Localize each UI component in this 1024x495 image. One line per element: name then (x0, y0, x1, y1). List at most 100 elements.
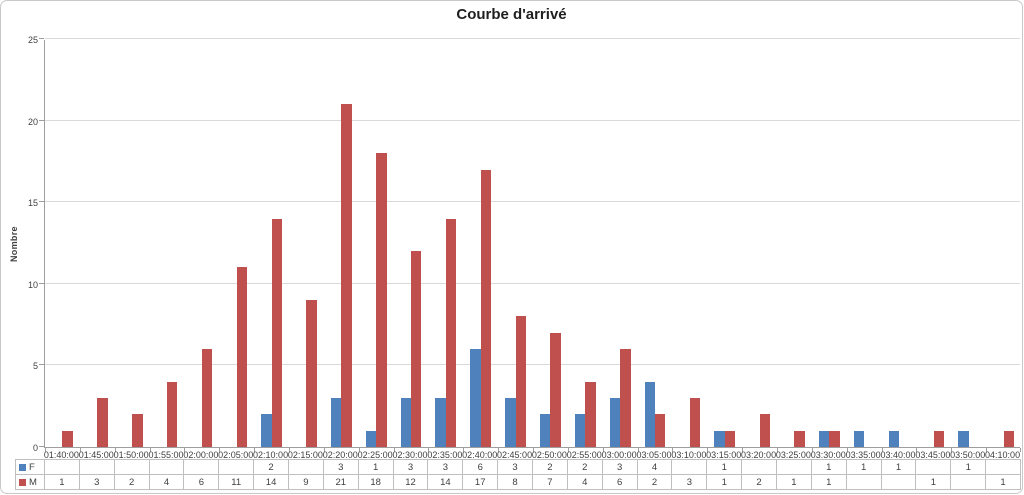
gridline (45, 282, 1020, 284)
table-cell-M-03:15:00: 1 (707, 475, 743, 490)
table-cell-F-03:40:00: 1 (881, 460, 917, 475)
x-tick-label: 02:10:00 (253, 450, 289, 460)
bar-M-02:15:00 (306, 300, 317, 447)
table-cell-F-03:35:00: 1 (846, 460, 882, 475)
bar-M-03:05:00 (655, 414, 666, 447)
x-tick-mark (567, 448, 569, 452)
y-tick-mark (39, 201, 44, 203)
x-tick-label: 03:50:00 (950, 450, 986, 460)
bar-M-04:10:00 (1003, 430, 1015, 447)
y-axis-tick-labels: 0 5 10 15 20 25 (1, 35, 38, 453)
table-cell-F-04:10:00 (986, 460, 1021, 475)
bar-M-03:45:00 (933, 430, 945, 447)
bar-M-01:55:00 (167, 381, 178, 447)
y-tick-mark (39, 364, 44, 366)
bar-F-02:45:00 (505, 398, 516, 447)
table-cell-F-02:45:00: 3 (498, 460, 533, 475)
x-tick-label: 03:25:00 (775, 450, 811, 460)
bar-F-02:10:00 (261, 414, 272, 447)
chart-title: Courbe d'arrivé (456, 6, 567, 23)
x-tick-mark (951, 448, 953, 452)
legend-key-F: F (16, 460, 45, 475)
x-tick-mark (289, 448, 290, 452)
table-cell-M-01:50:00: 2 (114, 475, 150, 490)
x-tick-mark (358, 448, 360, 452)
x-tick-mark (45, 448, 46, 452)
table-cell-F-02:50:00: 2 (533, 460, 568, 475)
table-cell-F-03:10:00 (672, 460, 708, 475)
y-tick-label: 0 (32, 443, 38, 453)
x-tick-label: 02:15:00 (287, 450, 323, 460)
x-tick-mark (463, 448, 465, 452)
y-tick-label: 10 (27, 279, 38, 290)
y-tick-mark (39, 282, 44, 284)
x-tick-mark (533, 448, 534, 452)
table-cell-M-03:35:00 (846, 475, 882, 490)
x-tick-label: 02:35:00 (427, 450, 463, 460)
legend-key-M: M (16, 475, 45, 490)
x-tick-mark (79, 448, 81, 452)
gridline (45, 119, 1020, 121)
table-cell-M-02:55:00: 4 (567, 475, 603, 490)
x-tick-mark (811, 448, 813, 452)
bar-M-03:30:00 (829, 430, 840, 447)
bar-F-03:30:00 (818, 430, 830, 447)
x-tick-mark (672, 448, 674, 452)
table-cell-F-02:25:00: 1 (358, 460, 394, 475)
x-tick-label: 03:10:00 (671, 450, 707, 460)
x-axis-tick-labels: 01:40:00 01:45:00 01:50:00 01:55:00 02:00:00… (44, 450, 1020, 460)
bar-M-02:00:00 (201, 349, 213, 447)
table-cell-F-02:20:00: 3 (323, 460, 359, 475)
x-tick-mark (742, 448, 744, 452)
bar-M-02:35:00 (445, 218, 457, 447)
x-tick-label: 02:55:00 (566, 450, 602, 460)
table-cell-M-03:40:00 (881, 475, 917, 490)
bar-M-03:10:00 (689, 398, 701, 447)
table-cell-M-03:10:00: 3 (672, 475, 708, 490)
table-cell-F-03:05:00: 4 (637, 460, 673, 475)
x-tick-label: 03:30:00 (810, 450, 846, 460)
table-cell-F-03:00:00: 3 (602, 460, 638, 475)
table-cell-M-02:35:00: 14 (428, 475, 464, 490)
x-tick-mark (707, 448, 709, 452)
x-tick-label: 02:05:00 (218, 450, 254, 460)
table-cell-M-02:45:00: 8 (498, 475, 533, 490)
bar-M-03:15:00 (724, 430, 736, 447)
data-table: F 2 3 1 3 3 6 3 2 2 3 4 1 1 1 1 1 M 1 3 2 4 6 11 14 9 21 18 12 14 17 8 7… (15, 459, 1021, 490)
x-tick-label: 02:30:00 (392, 450, 428, 460)
x-tick-mark (777, 448, 778, 452)
x-tick-mark (637, 448, 639, 452)
bar-M-01:50:00 (132, 414, 143, 447)
bar-M-02:45:00 (515, 316, 527, 447)
x-tick-mark (184, 448, 186, 452)
x-tick-mark (428, 448, 430, 452)
y-tick-mark (39, 38, 44, 39)
table-cell-F-01:55:00 (149, 460, 185, 475)
bar-F-02:55:00 (574, 414, 586, 447)
table-cell-M-02:15:00: 9 (289, 475, 324, 490)
x-tick-mark (254, 448, 256, 452)
table-cell-M-01:40:00: 1 (45, 475, 80, 490)
bar-M-03:25:00 (794, 430, 805, 447)
table-cell-M-02:50:00: 7 (533, 475, 568, 490)
bar-M-02:55:00 (585, 381, 596, 447)
table-cell-M-04:10:00: 1 (986, 475, 1021, 490)
x-tick-mark (916, 448, 918, 452)
y-tick-mark (39, 446, 44, 447)
bar-F-03:40:00 (888, 430, 899, 447)
x-tick-mark (602, 448, 604, 452)
table-cell-F-03:15:00: 1 (707, 460, 743, 475)
x-tick-mark (219, 448, 221, 452)
table-cell-M-03:05:00: 2 (637, 475, 673, 490)
x-tick-label: 02:20:00 (322, 450, 358, 460)
bar-M-01:45:00 (97, 398, 108, 447)
table-cell-M-01:55:00: 4 (149, 475, 185, 490)
bar-M-03:00:00 (620, 349, 631, 447)
x-tick-label: 01:40:00 (43, 450, 79, 460)
x-tick-mark (323, 448, 325, 452)
y-tick-label: 5 (32, 361, 38, 372)
table-cell-M-02:40:00: 17 (463, 475, 499, 490)
table-cell-F-02:15:00 (289, 460, 324, 475)
x-tick-mark (114, 448, 116, 452)
table-cell-M-02:05:00: 11 (219, 475, 255, 490)
